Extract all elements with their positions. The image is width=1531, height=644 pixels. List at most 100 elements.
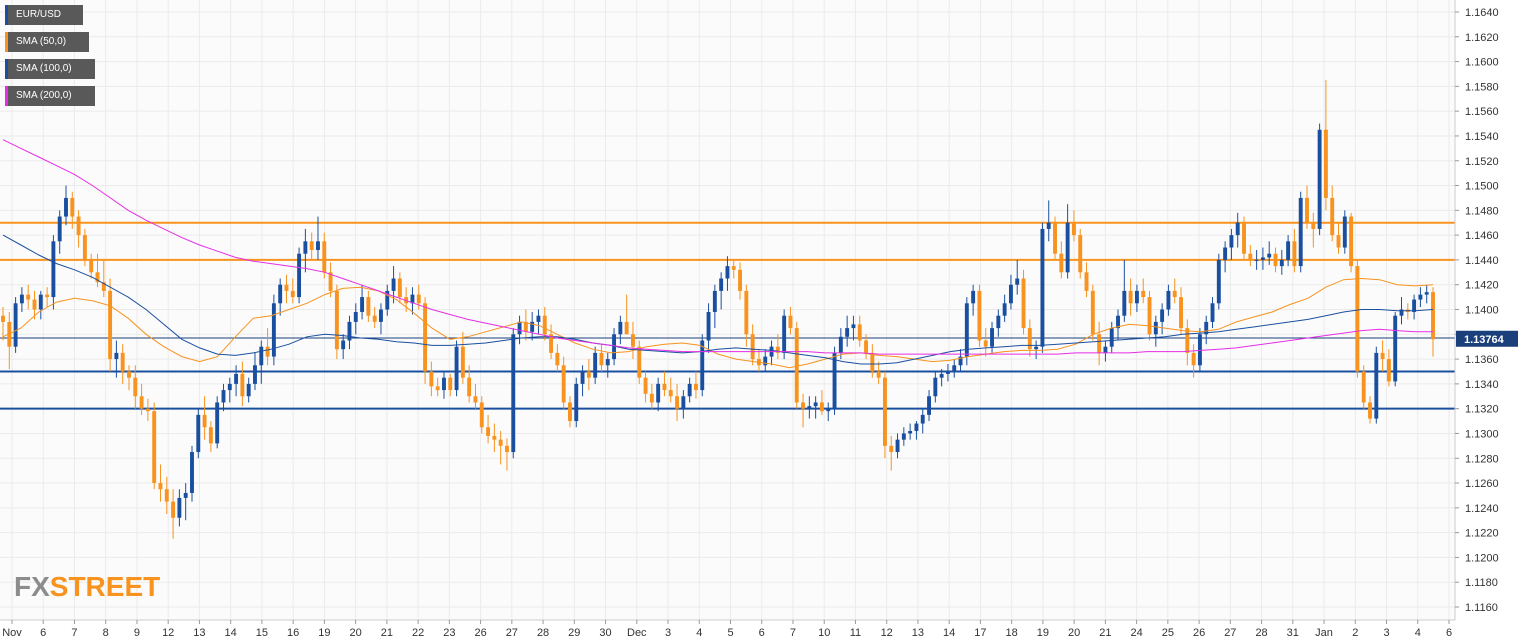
candle-body [561, 365, 566, 403]
x-tick-label: 8 [103, 627, 109, 639]
candle-body [1, 315, 5, 322]
candle-body [668, 390, 673, 397]
candle-body [1267, 253, 1272, 258]
last-price-tag-bg [1456, 330, 1518, 347]
candle-body [958, 356, 963, 366]
candle-body [1336, 235, 1341, 248]
candle-body [1273, 253, 1278, 267]
candle-body [1008, 284, 1013, 304]
x-tick-label: 28 [1255, 627, 1267, 639]
candle-body [983, 340, 988, 347]
candle-body [864, 340, 868, 353]
legend-item-sma50[interactable]: SMA (50,0) [5, 32, 89, 52]
candle-body [1424, 292, 1429, 295]
x-tick-label: 3 [665, 627, 671, 639]
x-tick-label: 7 [790, 627, 796, 639]
y-tick-label: 1.1180 [1465, 577, 1498, 589]
candle-body [914, 423, 919, 431]
candle-body [284, 284, 289, 291]
candle-body [492, 435, 497, 440]
legend-swatch [5, 32, 8, 52]
candle-body [347, 321, 352, 341]
candle-body [473, 396, 478, 403]
candle-body [593, 352, 598, 378]
candle-body [372, 315, 377, 322]
candle-body [240, 373, 245, 397]
candle-body [750, 334, 755, 360]
x-tick-label: 31 [1287, 627, 1299, 639]
y-tick-label: 1.1580 [1465, 81, 1499, 93]
candle-body [971, 290, 976, 304]
candle-body [309, 241, 314, 250]
candle-body [1292, 241, 1297, 267]
candle-body [952, 365, 957, 372]
y-tick-label: 1.1600 [1465, 57, 1499, 69]
candle-body [271, 303, 276, 357]
x-tick-label: 6 [759, 627, 765, 639]
candle-body [26, 294, 31, 300]
candle-body [429, 371, 434, 387]
candle-body [353, 311, 358, 322]
y-tick-label: 1.1200 [1465, 552, 1499, 564]
y-tick-label: 1.1400 [1465, 305, 1499, 317]
candle-body [322, 241, 327, 273]
candle-body [693, 383, 698, 391]
last-price-tag: 1.13764 [1456, 330, 1518, 347]
candle-body [568, 402, 572, 422]
candle-body [605, 359, 610, 366]
candle-body [927, 396, 931, 415]
candle-body [1418, 294, 1423, 300]
candle-body [719, 278, 724, 291]
candle-body [1027, 328, 1032, 350]
candle-body [687, 383, 692, 397]
x-tick-label: 19 [318, 627, 330, 639]
candle-body [624, 321, 629, 335]
candle-body [1103, 346, 1108, 353]
legend-item-sma200[interactable]: SMA (200,0) [5, 86, 95, 106]
candle-body [1116, 315, 1120, 329]
legend-item-eurusd[interactable]: EUR/USD [5, 5, 83, 25]
candle-body [681, 396, 686, 409]
candle-body [801, 402, 805, 409]
sma-200-0-line [2, 139, 1433, 355]
candle-body [857, 324, 862, 341]
candle-body [366, 297, 371, 316]
x-tick-label: 21 [381, 627, 393, 639]
candle-body [183, 492, 188, 498]
candle-body [120, 352, 125, 372]
x-tick-label: 5 [727, 627, 733, 639]
candle-body [70, 197, 75, 217]
x-tick-label: 4 [696, 627, 702, 639]
x-tick-label: 6 [40, 627, 46, 639]
candle-body [145, 408, 150, 412]
candle-body [1260, 257, 1265, 260]
y-tick-label: 1.1340 [1465, 379, 1499, 391]
legend-swatch [5, 5, 8, 25]
candle-body [253, 365, 257, 384]
x-tick-label: 12 [881, 627, 893, 639]
candle-body [177, 497, 182, 518]
legend-item-sma100[interactable]: SMA (100,0) [5, 59, 95, 79]
x-tick-label: 28 [537, 627, 549, 639]
x-tick-label: 21 [1099, 627, 1111, 639]
candle-body [505, 445, 509, 453]
candle-body [82, 235, 87, 260]
x-tick-label: 30 [599, 627, 611, 639]
x-tick-label: 23 [443, 627, 455, 639]
candle-body [832, 352, 837, 409]
x-tick-label: 26 [474, 627, 486, 639]
logo-part-fx: FX [14, 571, 50, 602]
candle-body [1368, 402, 1372, 419]
candle-body [725, 266, 730, 279]
candle-body [1298, 197, 1303, 267]
candle-body [89, 259, 94, 273]
candle-body [152, 411, 157, 484]
candle-body [1122, 290, 1127, 316]
candle-body [1172, 290, 1177, 298]
candle-body [1015, 278, 1020, 285]
candle-body [133, 377, 138, 397]
y-tick-label: 1.1640 [1465, 7, 1499, 19]
y-tick-label: 1.1240 [1465, 503, 1499, 515]
x-tick-label: 14 [225, 627, 237, 639]
